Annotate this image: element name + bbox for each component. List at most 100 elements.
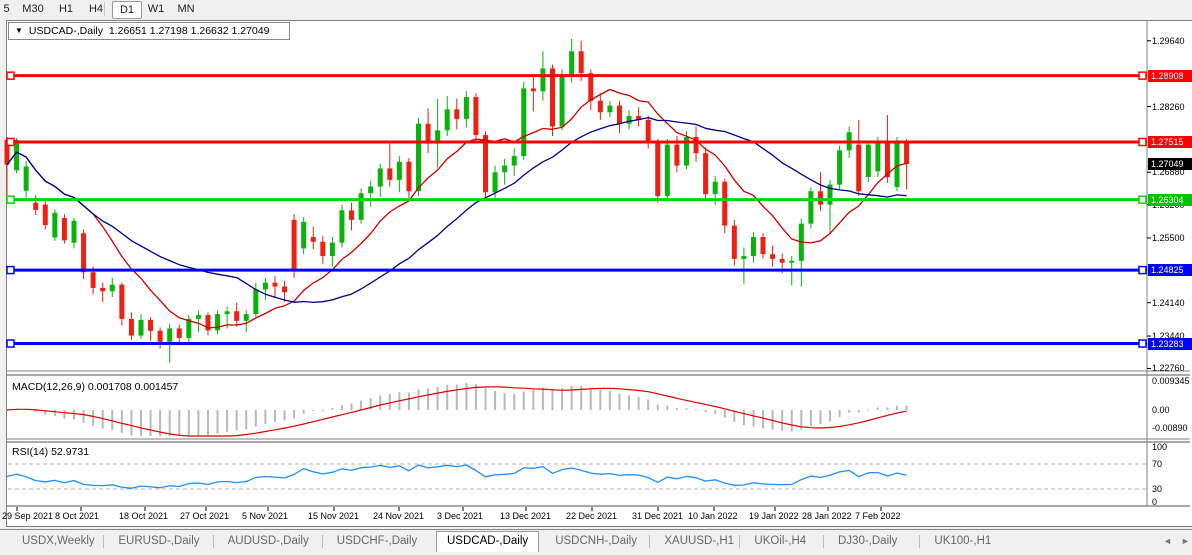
timeframe-toolbar: 5 M30 H1 H4 D1 W1 MN [0,0,1192,19]
macd-histogram-bar [561,388,564,410]
tab-usdchf-daily[interactable]: USDCHF-,Daily [336,535,418,547]
line-handle[interactable] [1138,195,1147,204]
candle-body [425,123,431,144]
date-tick-label: 7 Feb 2022 [855,511,901,521]
macd-histogram-bar [245,410,248,430]
macd-histogram-bar [283,410,286,421]
date-tick-label: 5 Nov 2021 [242,511,289,521]
macd-histogram-bar [206,410,209,436]
macd-histogram-bar [905,405,908,410]
candle-body [731,225,737,259]
macd-histogram-bar [293,410,296,419]
tab-dj30-daily[interactable]: DJ30-,Daily [838,535,898,547]
macd-histogram-bar [149,410,152,436]
tab-usdcnh-daily[interactable]: USDCNH-,Daily [555,535,637,547]
tab-ukoil-h4[interactable]: UKOil-,H4 [754,535,807,547]
timeframe-button-h1[interactable]: H1 [58,3,74,15]
tab-xauusd-h1[interactable]: XAUUSD-,H1 [664,535,735,547]
candle-body [291,219,297,271]
price-tick-label: 1.22760 [1152,363,1185,374]
macd-histogram-bar [120,410,123,433]
candle-body [875,141,881,172]
candle-body [559,77,565,127]
timeframe-button-h4[interactable]: H4 [88,3,104,15]
line-handle[interactable] [1138,265,1147,275]
candle-body [530,88,536,92]
date-tick-label: 8 Oct 2021 [55,511,100,521]
macd-histogram-bar [92,410,95,427]
candle-body [827,184,833,205]
macd-histogram-bar [704,410,707,413]
candle-body [349,210,355,220]
candle-body [396,161,402,180]
candle-body [693,137,699,154]
timeframe-button-w1[interactable]: W1 [147,3,165,15]
tab-audusd-daily[interactable]: AUDUSD-,Daily [227,535,309,547]
tab-uk100-h1[interactable]: UK100-,H1 [934,535,992,547]
line-handle[interactable] [6,71,15,80]
candle-body [674,144,680,166]
tab-scroll-right-icon[interactable]: ► [1181,536,1190,546]
price-tick-label: 1.25500 [1152,232,1185,243]
line-handle[interactable] [6,339,15,348]
candle-body [176,328,182,338]
tab-separator [649,535,651,548]
macd-histogram-bar [63,410,66,419]
candle-body [712,181,718,195]
candle-body [310,237,316,242]
candle-body [272,282,278,287]
date-tick-label: 3 Dec 2021 [437,511,484,521]
line-handle[interactable] [6,265,15,275]
candle-body [750,237,756,257]
rsi-axis-label: 70 [1152,459,1163,469]
candle-body [511,156,517,166]
tab-separator [103,535,105,548]
macd-histogram-bar [216,410,219,434]
macd-histogram-bar [369,398,372,410]
tab-scroll-left-icon[interactable]: ◄ [1163,536,1172,546]
candle-body [128,318,134,336]
candle-body [148,319,154,331]
chevron-down-icon[interactable]: ▼ [15,26,23,35]
line-handle[interactable] [6,195,15,204]
macd-histogram-bar [685,408,688,410]
timeframe-button-d1[interactable]: D1 [112,1,142,19]
candle-body [243,314,249,321]
chart-ohlc-readout: 1.26651 1.27198 1.26632 1.27049 [108,25,270,37]
macd-histogram-bar [130,410,133,436]
macd-histogram-bar [34,410,37,412]
timeframe-button-mn[interactable]: MN [177,3,195,15]
candle-body [387,168,393,180]
tab-separator [739,535,741,548]
date-tick-label: 15 Nov 2021 [308,511,360,521]
tab-usdcad-daily[interactable]: USDCAD-,Daily [436,531,540,554]
macd-histogram-bar [532,389,535,410]
candle-body [492,172,498,193]
tab-eurusd-daily[interactable]: EURUSD-,Daily [118,535,200,547]
candle-body [569,51,575,77]
candle-body [884,141,890,177]
timeframe-button-5[interactable]: 5 [3,3,10,15]
macd-histogram-bar [427,388,430,410]
candle-body [549,68,555,127]
candle-body [416,123,422,192]
rsi-indicator-label: RSI(14) 52.9731 [12,446,90,458]
timeframe-button-m30[interactable]: M30 [22,3,44,15]
line-handle[interactable] [1138,71,1147,80]
macd-histogram-bar [187,410,190,436]
candle-body [856,144,862,192]
macd-histogram-bar [733,410,736,422]
line-handle[interactable] [1138,339,1147,348]
macd-histogram-bar [570,386,573,410]
line-handle[interactable] [1138,137,1147,147]
candle-body [33,202,39,210]
macd-axis-label: -0.00890 [1152,423,1188,433]
macd-histogram-bar [159,410,162,436]
candle-body [339,210,345,243]
price-tick-label: 1.28260 [1152,101,1185,112]
line-handle[interactable] [6,137,15,147]
candle-body [789,260,795,263]
candle-body [234,311,240,321]
tab-usdx-weekly[interactable]: USDX,Weekly [22,535,95,547]
